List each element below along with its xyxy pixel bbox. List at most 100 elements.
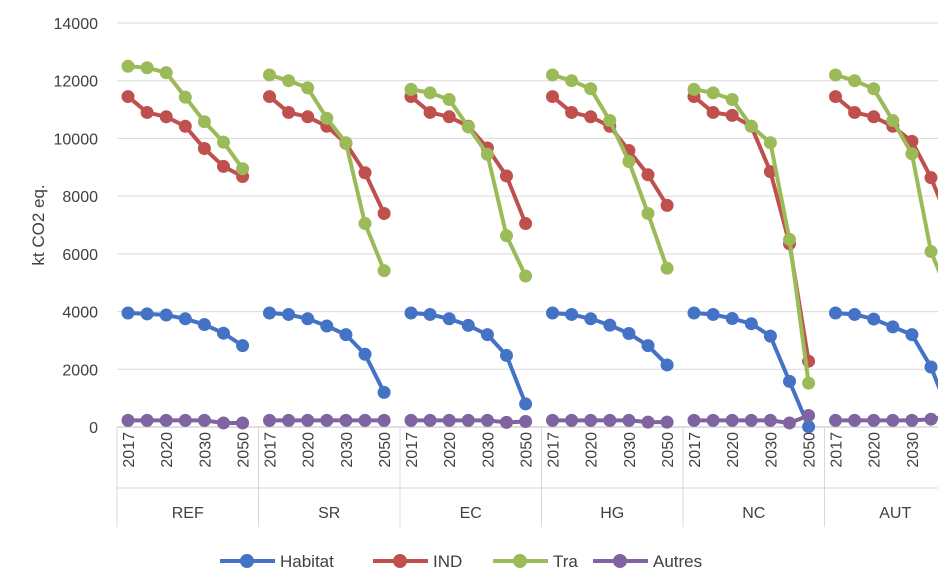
data-point xyxy=(687,306,701,320)
data-point xyxy=(725,311,739,325)
data-point xyxy=(480,413,494,427)
data-point xyxy=(121,306,135,320)
y-tick-labels: 0 2000 4000 6000 8000 10000 12000 14000 xyxy=(54,16,99,437)
data-point xyxy=(848,307,862,321)
series-autres xyxy=(121,408,938,430)
data-point xyxy=(442,92,456,106)
y-tick-label: 14000 xyxy=(54,16,99,33)
data-point xyxy=(301,413,315,427)
data-point xyxy=(377,385,391,399)
legend-marker xyxy=(240,554,254,568)
data-point xyxy=(660,415,674,429)
x-tick-label: 2030 xyxy=(339,432,356,468)
data-point xyxy=(423,413,437,427)
data-point xyxy=(140,61,154,75)
data-point xyxy=(886,413,900,427)
data-point xyxy=(622,327,636,341)
x-tick-label: 2020 xyxy=(725,432,742,468)
data-point xyxy=(867,110,881,124)
data-point xyxy=(725,413,739,427)
series-lines xyxy=(121,59,938,434)
data-point xyxy=(282,105,296,119)
data-point xyxy=(603,318,617,332)
legend-label: Autres xyxy=(653,552,702,571)
x-tick-label: 2020 xyxy=(301,432,318,468)
data-point xyxy=(377,206,391,220)
data-point xyxy=(546,90,559,104)
data-point xyxy=(500,415,513,429)
data-point xyxy=(744,413,758,427)
data-point xyxy=(829,90,842,104)
data-point xyxy=(282,413,296,427)
group-label: NC xyxy=(742,505,765,522)
data-point xyxy=(829,68,842,82)
data-point xyxy=(687,82,701,96)
group-label: EC xyxy=(460,505,482,522)
y-tick-label: 12000 xyxy=(54,74,99,91)
x-tick-label: 2030 xyxy=(197,432,214,468)
data-point xyxy=(886,320,900,334)
data-point xyxy=(217,159,230,173)
series-ind xyxy=(121,90,938,368)
group-labels: REF SR EC HG NC AUT xyxy=(172,505,912,522)
x-tick-label: 2050 xyxy=(236,432,253,468)
data-point xyxy=(763,329,777,343)
data-point xyxy=(442,312,456,326)
data-point xyxy=(282,307,296,321)
x-tick-label: 2017 xyxy=(829,432,846,468)
group-separators xyxy=(116,427,938,527)
data-point xyxy=(584,312,598,326)
data-point xyxy=(500,169,513,183)
data-point xyxy=(358,413,372,427)
data-point xyxy=(282,74,296,88)
data-point xyxy=(519,397,533,411)
data-point xyxy=(423,86,437,100)
x-tick-label: 2050 xyxy=(377,432,394,468)
data-point xyxy=(829,306,842,320)
data-point xyxy=(320,319,334,333)
data-point xyxy=(660,358,674,372)
data-point xyxy=(377,264,391,278)
data-point xyxy=(886,114,900,128)
data-point xyxy=(500,348,513,362)
data-point xyxy=(725,108,739,122)
data-point xyxy=(320,413,334,427)
data-point xyxy=(404,306,418,320)
gridlines xyxy=(117,22,938,428)
data-point xyxy=(783,416,796,430)
data-point xyxy=(197,115,211,129)
series-tra xyxy=(121,59,938,390)
data-point xyxy=(725,92,739,106)
data-point xyxy=(924,245,938,259)
x-tick-label: 2030 xyxy=(480,432,497,468)
data-point xyxy=(339,136,353,150)
data-point xyxy=(339,328,353,342)
data-point xyxy=(565,105,579,119)
y-tick-label: 10000 xyxy=(54,131,99,148)
data-point xyxy=(178,413,192,427)
data-point xyxy=(197,142,211,156)
data-point xyxy=(763,413,777,427)
data-point xyxy=(480,147,494,161)
data-point xyxy=(519,415,533,429)
data-point xyxy=(442,110,456,124)
data-point xyxy=(924,412,938,426)
data-point xyxy=(744,317,758,331)
data-point xyxy=(565,413,579,427)
data-point xyxy=(867,312,881,326)
legend-label: Habitat xyxy=(280,552,334,571)
data-point xyxy=(924,171,938,185)
data-point xyxy=(263,413,276,427)
data-point xyxy=(301,110,315,124)
group-label: HG xyxy=(600,505,624,522)
data-point xyxy=(706,413,720,427)
data-point xyxy=(519,217,533,231)
data-point xyxy=(461,120,475,134)
data-point xyxy=(603,114,617,128)
data-point xyxy=(565,307,579,321)
data-point xyxy=(641,415,655,429)
data-point xyxy=(263,306,276,320)
data-point xyxy=(584,82,598,96)
data-point xyxy=(641,339,655,353)
x-tick-label: 2017 xyxy=(121,432,138,468)
